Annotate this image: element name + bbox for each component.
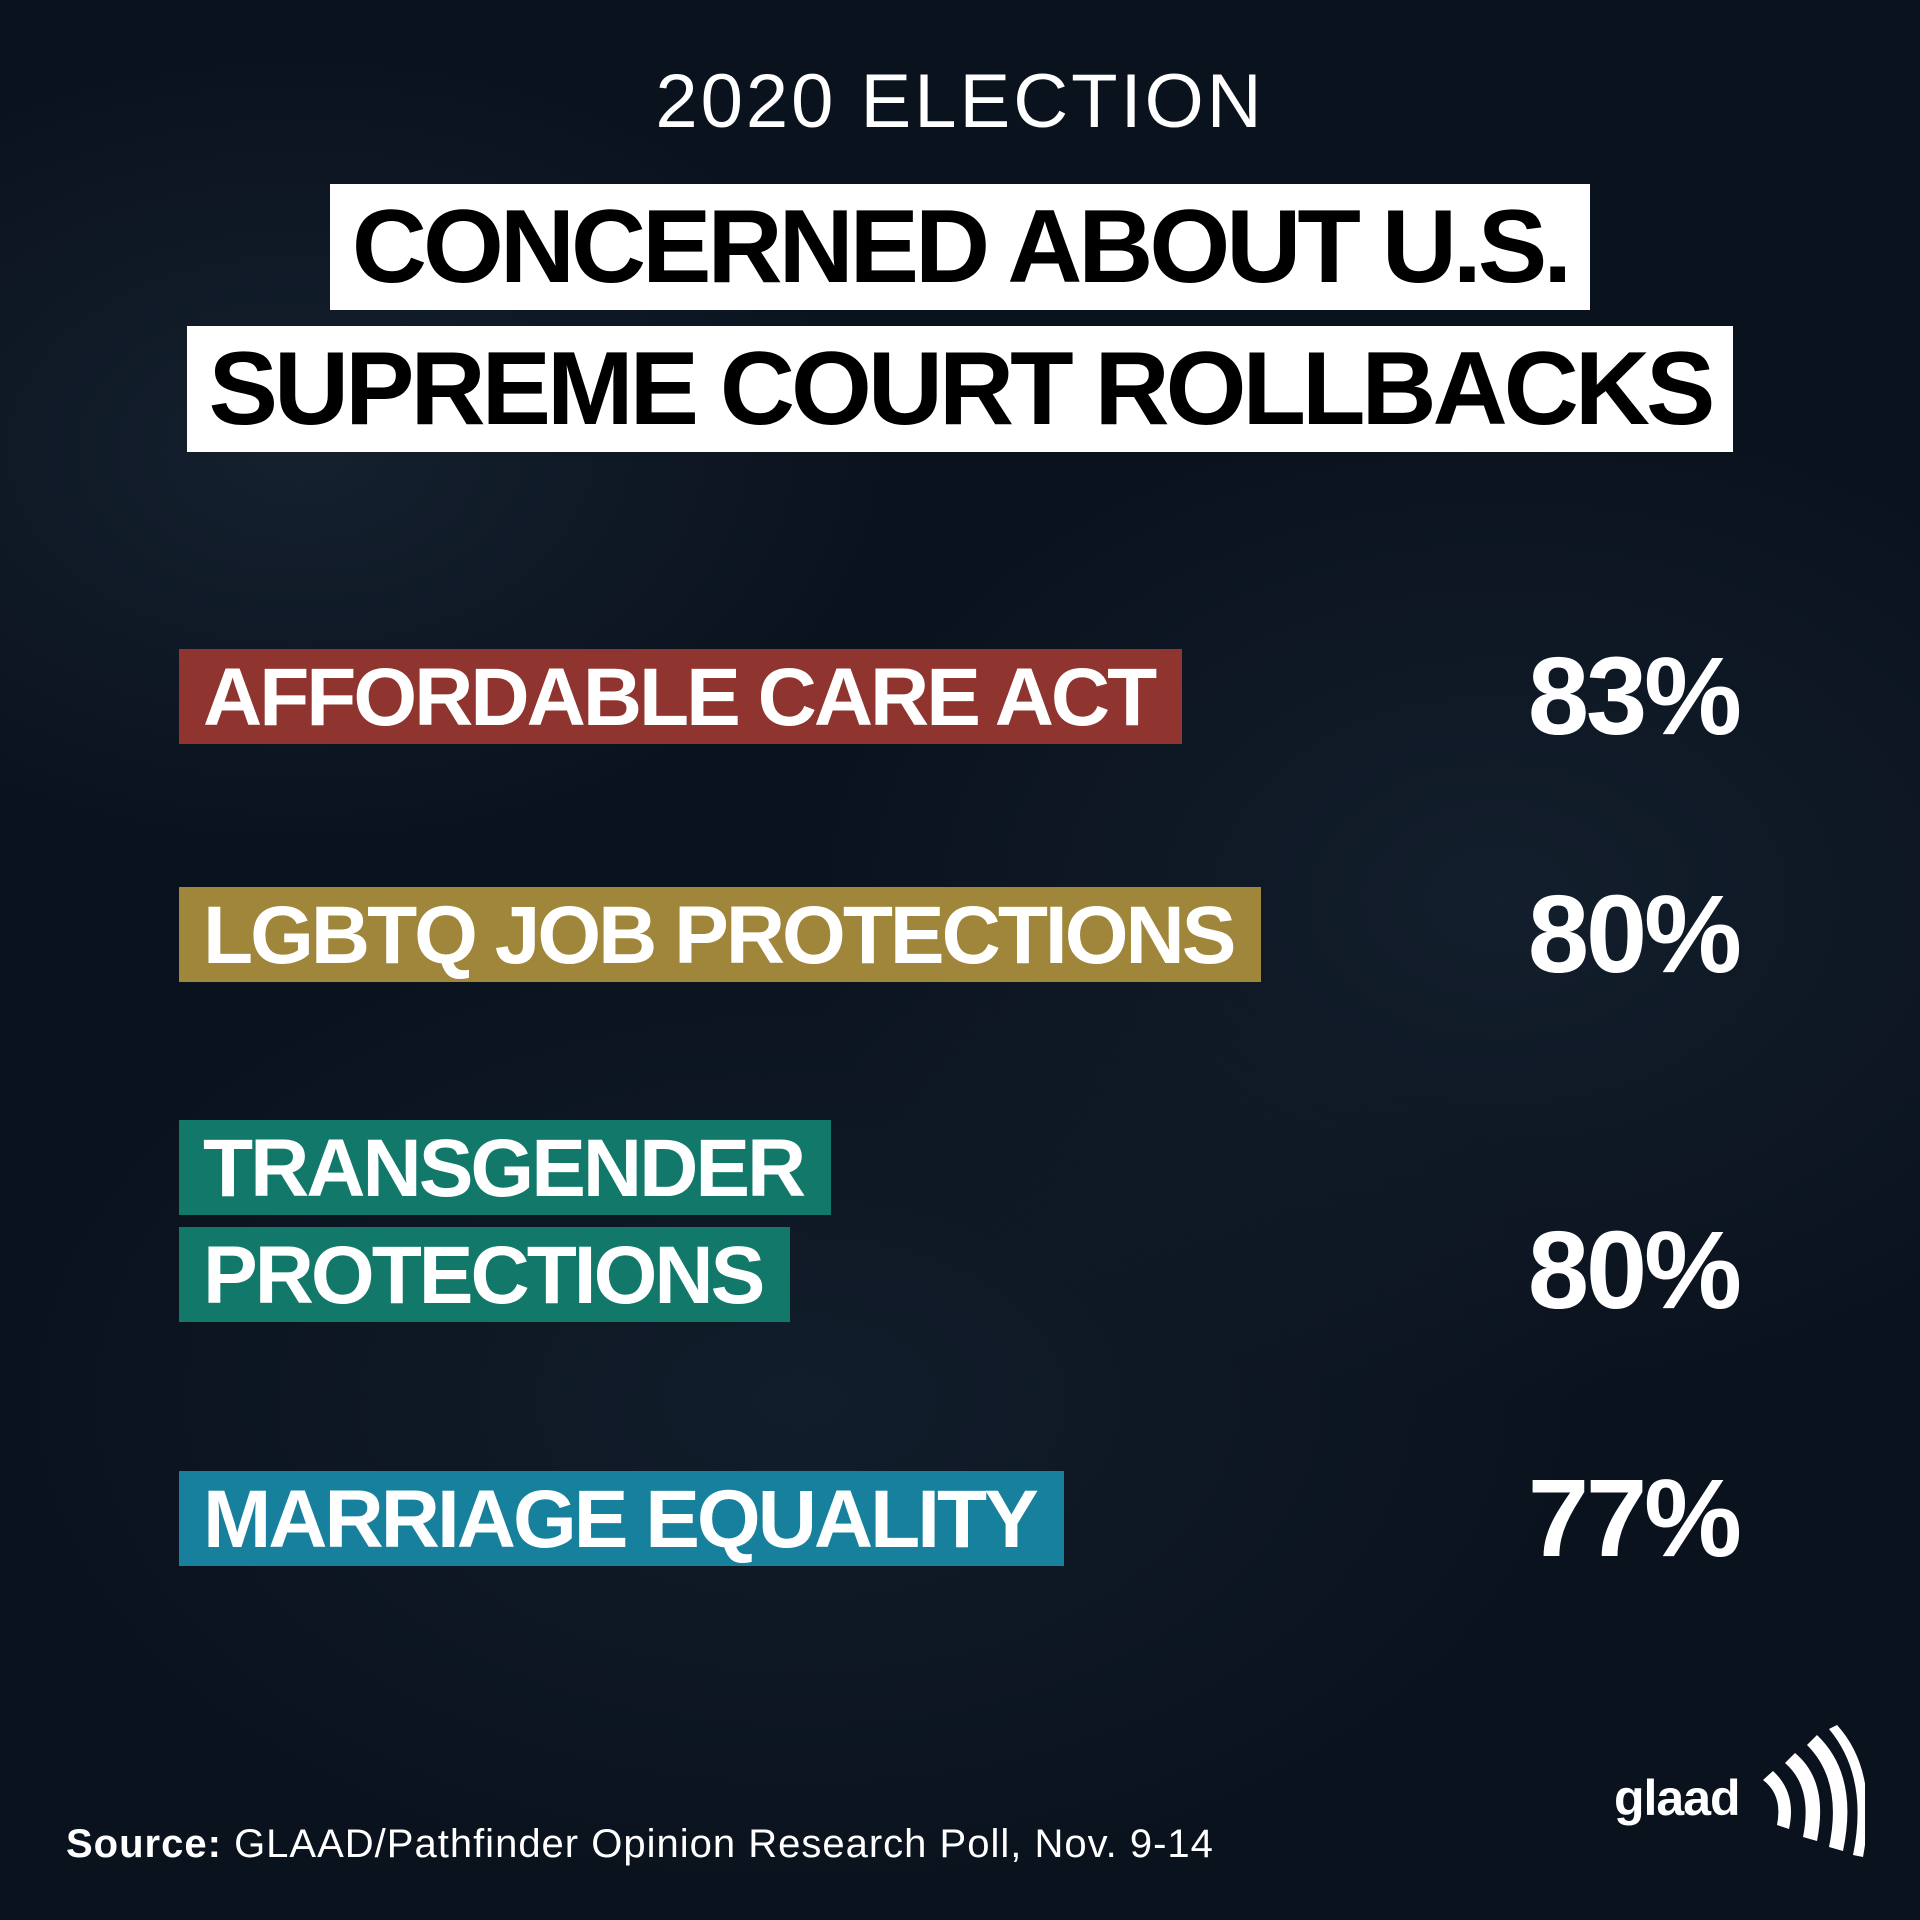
title-box: SUPREME COURT ROLLBACKS	[186, 326, 1734, 452]
item-value: 80%	[1527, 1209, 1742, 1332]
item-label: LGBTQ JOB PROTECTIONS	[179, 887, 1262, 982]
source-text: GLAAD/Pathfinder Opinion Research Poll, …	[234, 1822, 1214, 1866]
item-value: 77%	[1527, 1456, 1742, 1580]
item-value: 80%	[1527, 872, 1742, 996]
kicker: 2020 ELECTION	[655, 59, 1265, 144]
item-label: AFFORDABLE CARE ACT	[179, 649, 1183, 744]
item-label: MARRIAGE EQUALITY	[179, 1471, 1064, 1566]
title-line: CONCERNED ABOUT U.S.	[0, 184, 1920, 310]
logo-text: glaad	[1614, 1770, 1741, 1826]
logo-mark	[1763, 1725, 1865, 1857]
source: Source: GLAAD/Pathfinder Opinion Researc…	[66, 1822, 1214, 1866]
item-value: 83%	[1527, 634, 1742, 758]
item-label: TRANSGENDER	[179, 1120, 832, 1215]
title-line: SUPREME COURT ROLLBACKS	[0, 326, 1920, 452]
source-label: Source:	[66, 1822, 222, 1866]
title-box: CONCERNED ABOUT U.S.	[329, 184, 1591, 310]
item-label: PROTECTIONS	[179, 1227, 791, 1322]
